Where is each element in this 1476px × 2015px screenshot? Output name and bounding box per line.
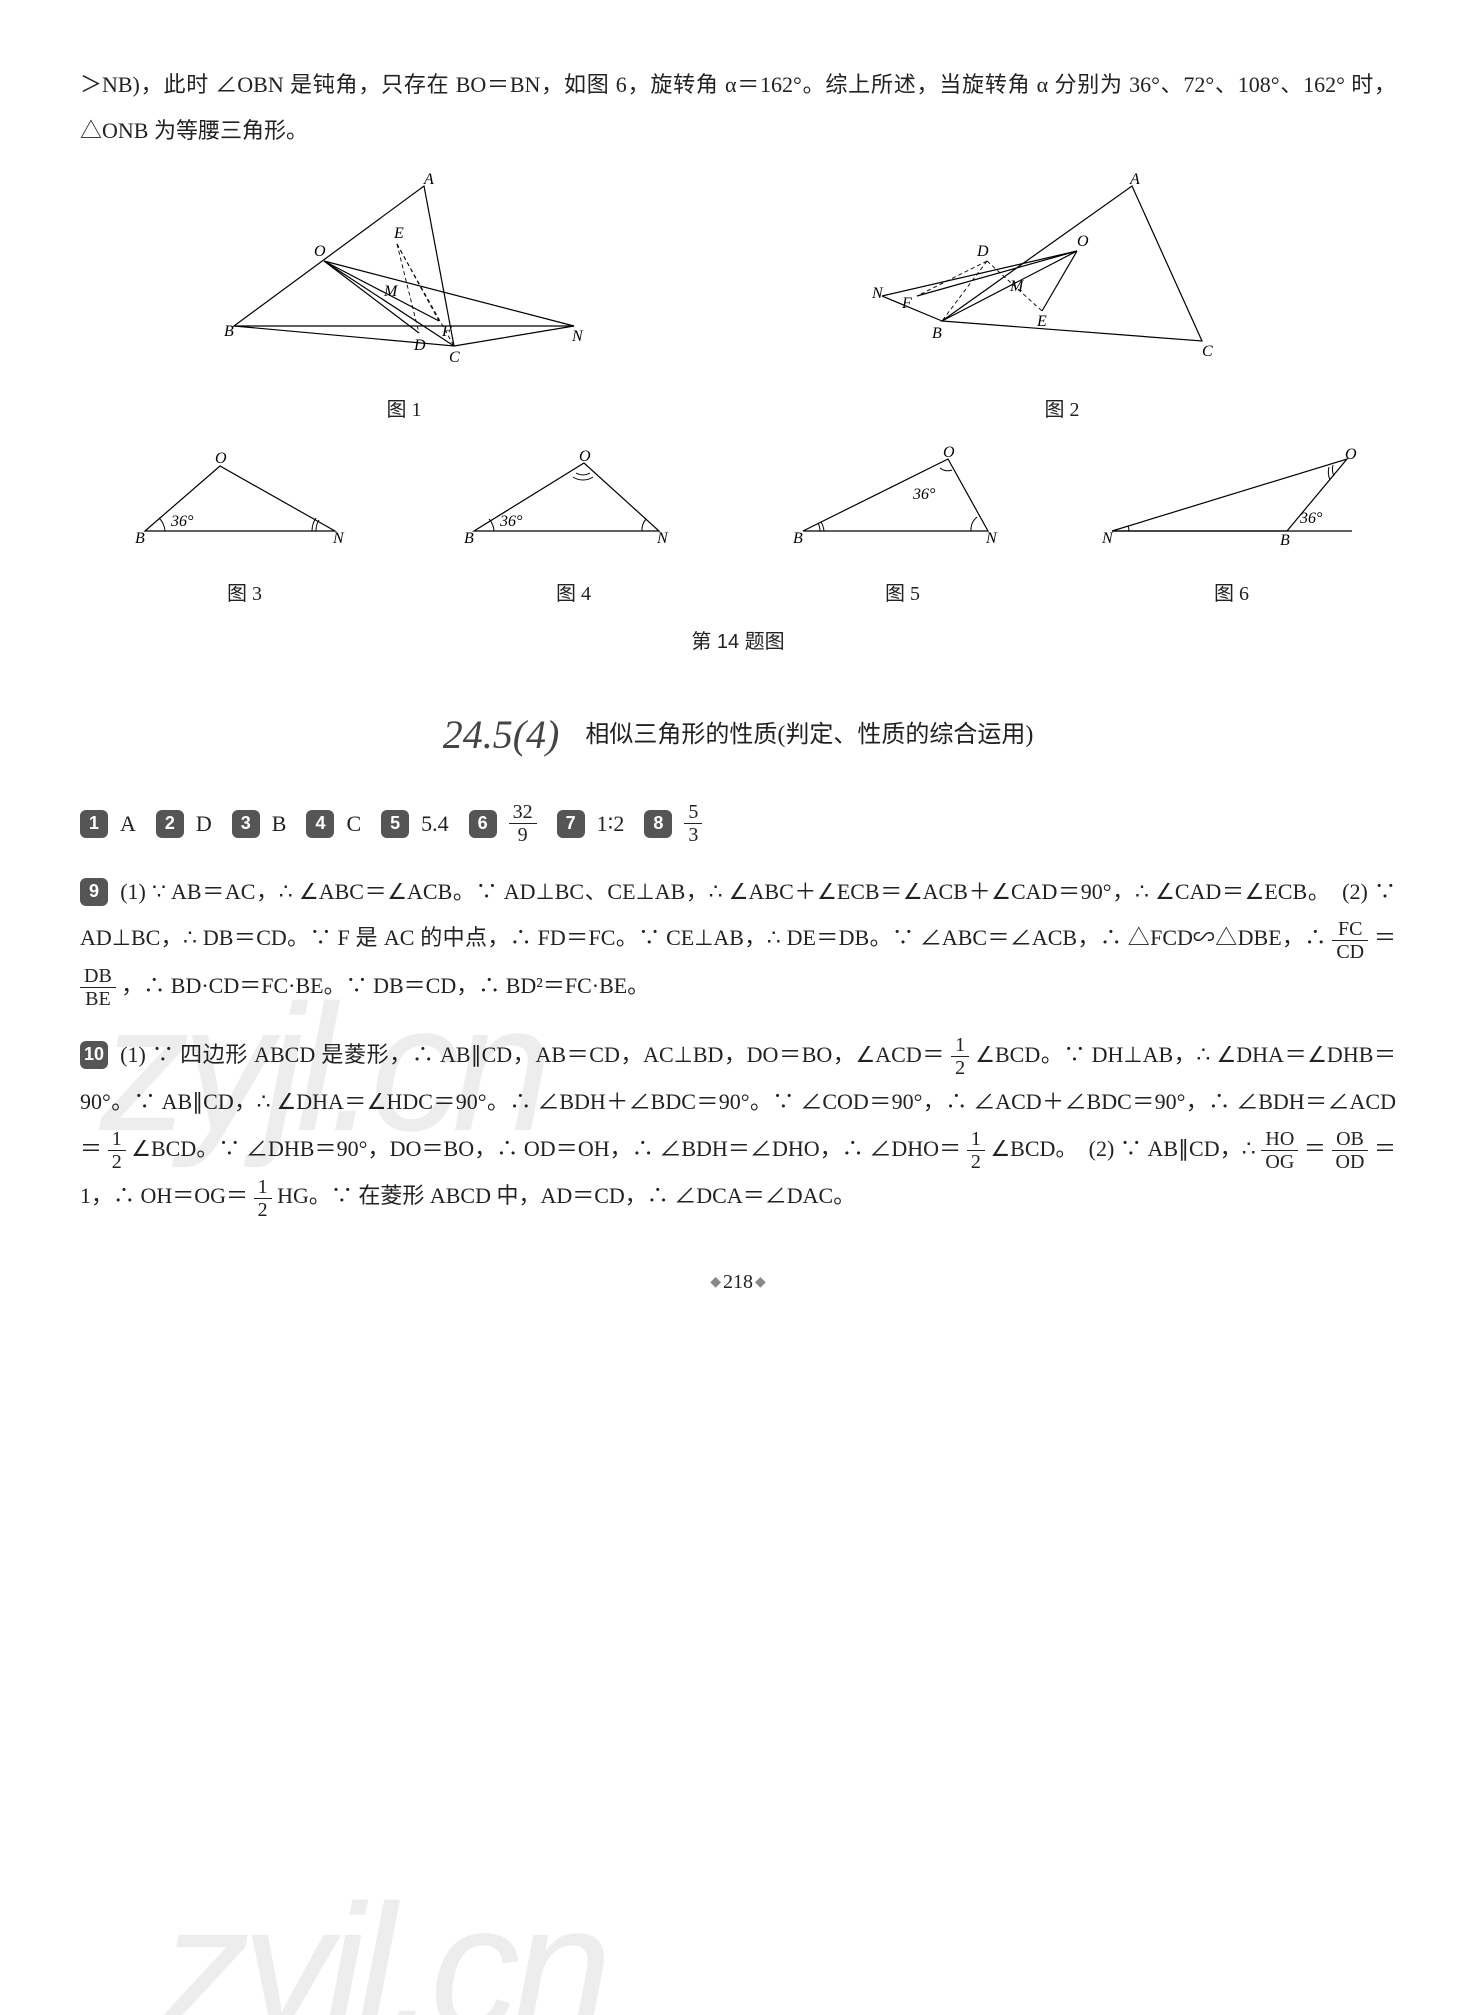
- solution-9: 9 (1) ∵ AB＝AC，∴ ∠ABC＝∠ACB。∵ AD⊥BC、CE⊥AB，…: [80, 869, 1396, 1010]
- answer-4: 4C: [306, 801, 361, 847]
- svg-text:B: B: [793, 530, 803, 547]
- svg-text:C: C: [1202, 343, 1213, 360]
- svg-text:B: B: [932, 325, 942, 342]
- diamond-left-icon: ◆: [710, 1275, 721, 1290]
- q9-frac1: FCCD: [1332, 918, 1368, 963]
- qnum-9: 9: [80, 878, 108, 906]
- diamond-right-icon: ◆: [755, 1275, 766, 1290]
- svg-text:N: N: [571, 328, 584, 345]
- page-number: ◆218◆: [80, 1261, 1396, 1303]
- answer-6: 6 329: [469, 801, 537, 846]
- svg-text:N: N: [1101, 530, 1114, 547]
- q9-text-b: ，∴ BD·CD＝FC·BE。∵ DB＝CD，∴ BD²＝FC·BE。: [121, 973, 649, 998]
- fig5-caption: 图 5: [738, 573, 1067, 615]
- svg-text:D: D: [976, 243, 989, 260]
- svg-text:O: O: [1345, 446, 1357, 463]
- svg-text:A: A: [423, 171, 434, 188]
- svg-text:B: B: [135, 530, 145, 547]
- solution-10: 10 (1) ∵ 四边形 ABCD 是菱形，∴ AB∥CD，AB＝CD，AC⊥B…: [80, 1032, 1396, 1221]
- svg-text:N: N: [871, 285, 884, 302]
- svg-text:O: O: [215, 450, 227, 467]
- fig2-caption: 图 2: [872, 389, 1252, 431]
- qnum-1: 1: [80, 810, 108, 838]
- answer-8: 8 53: [644, 801, 702, 846]
- fig1-caption: 图 1: [224, 389, 584, 431]
- svg-text:E: E: [393, 225, 404, 242]
- svg-text:36°: 36°: [170, 513, 194, 530]
- q9-frac2: DBBE: [80, 965, 116, 1010]
- section-number: 24.5(4): [443, 712, 560, 757]
- q10-text-c: ∠BCD。∵ ∠DHB＝90°，DO＝BO，∴ OD＝OH，∴ ∠BDH＝∠DH…: [131, 1136, 961, 1161]
- figure-3: B O N 36° 图 3: [80, 451, 409, 615]
- section-title: 24.5(4) 相似三角形的性质(判定、性质的综合运用): [80, 693, 1396, 777]
- answer-7: 71∶2: [557, 801, 625, 847]
- figures-row-top: A B C O D E F M N 图 1 A B C O D: [80, 176, 1396, 430]
- svg-text:E: E: [1036, 313, 1047, 330]
- svg-text:36°: 36°: [499, 513, 523, 530]
- svg-text:M: M: [383, 283, 399, 300]
- figure-4: B O N 36° 图 4: [409, 451, 738, 615]
- svg-text:36°: 36°: [1299, 510, 1323, 527]
- q10-half4: 12: [254, 1176, 272, 1221]
- q9-text-a: (1) ∵ AB＝AC，∴ ∠ABC＝∠ACB。∵ AD⊥BC、CE⊥AB，∴ …: [80, 879, 1396, 950]
- figure-5: B O N 36° 图 5: [738, 451, 1067, 615]
- short-answers: 1A 2D 3B 4C 55.4 6 329 71∶2 8 53: [80, 801, 1396, 847]
- svg-text:F: F: [901, 295, 912, 312]
- qnum-8: 8: [644, 810, 672, 838]
- q10-half2: 12: [108, 1128, 126, 1173]
- svg-text:F: F: [441, 323, 452, 340]
- svg-text:N: N: [656, 530, 669, 547]
- master-caption: 第 14 题图: [80, 621, 1396, 663]
- answer-6-frac: 329: [509, 801, 537, 846]
- qnum-6: 6: [469, 810, 497, 838]
- figures-row-bottom: B O N 36° 图 3 B O N 36° 图 4 B O: [80, 451, 1396, 615]
- answer-5: 55.4: [381, 801, 449, 847]
- answer-8-frac: 53: [684, 801, 702, 846]
- figure-2: A B C O D E F M N 图 2: [872, 176, 1252, 430]
- svg-text:M: M: [1009, 278, 1025, 295]
- qnum-2: 2: [156, 810, 184, 838]
- fig6-caption: 图 6: [1067, 573, 1396, 615]
- intro-paragraph: ＞NB)，此时 ∠OBN 是钝角，只存在 BO＝BN，如图 6，旋转角 α＝16…: [80, 62, 1396, 154]
- q10-text-a: (1) ∵ 四边形 ABCD 是菱形，∴ AB∥CD，AB＝CD，AC⊥BD，D…: [120, 1042, 945, 1067]
- figure-1: A B C O D E F M N 图 1: [224, 176, 584, 430]
- svg-text:O: O: [1077, 233, 1089, 250]
- q10-half1: 12: [951, 1034, 969, 1079]
- svg-text:B: B: [1280, 532, 1290, 549]
- qnum-3: 3: [232, 810, 260, 838]
- svg-text:N: N: [332, 530, 345, 547]
- qnum-10: 10: [80, 1041, 108, 1069]
- svg-text:N: N: [985, 530, 998, 547]
- fig3-caption: 图 3: [80, 573, 409, 615]
- q10-text-f: HG。∵ 在菱形 ABCD 中，AD＝CD，∴ ∠DCA＝∠DAC。: [277, 1183, 855, 1208]
- qnum-4: 4: [306, 810, 334, 838]
- qnum-5: 5: [381, 810, 409, 838]
- svg-text:O: O: [943, 444, 955, 461]
- figure-6: N O B 36° 图 6: [1067, 451, 1396, 615]
- qnum-7: 7: [557, 810, 585, 838]
- answer-2: 2D: [156, 801, 212, 847]
- q10-frac4: OBOD: [1332, 1128, 1369, 1173]
- section-title-text: 相似三角形的性质(判定、性质的综合运用): [585, 722, 1033, 748]
- q10-text-d: ∠BCD。 (2) ∵ AB∥CD，∴: [990, 1136, 1261, 1161]
- fig4-caption: 图 4: [409, 573, 738, 615]
- svg-text:D: D: [413, 337, 426, 354]
- answer-3: 3B: [232, 801, 287, 847]
- answer-1: 1A: [80, 801, 136, 847]
- svg-text:O: O: [579, 448, 591, 465]
- svg-text:B: B: [464, 530, 474, 547]
- svg-text:B: B: [224, 323, 234, 340]
- watermark-2: zyjl.cn: [160, 1780, 604, 2015]
- q10-half3: 12: [967, 1128, 985, 1173]
- svg-text:A: A: [1129, 171, 1140, 188]
- q10-frac3: HOOG: [1261, 1128, 1298, 1173]
- svg-text:36°: 36°: [912, 486, 936, 503]
- svg-text:C: C: [449, 349, 460, 366]
- svg-text:O: O: [314, 243, 326, 260]
